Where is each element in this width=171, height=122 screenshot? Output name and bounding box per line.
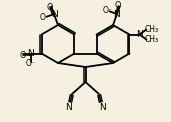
Text: N: N: [136, 30, 143, 39]
Text: O⁻: O⁻: [103, 6, 113, 15]
Text: O⁻: O⁻: [40, 13, 50, 22]
Text: N: N: [51, 10, 57, 19]
Text: N: N: [114, 10, 120, 19]
Text: CH₃: CH₃: [144, 25, 159, 34]
Text: N: N: [99, 102, 105, 112]
Text: O: O: [115, 1, 121, 10]
Text: O⁻: O⁻: [26, 59, 36, 68]
Text: O: O: [19, 51, 26, 60]
Text: N: N: [66, 102, 72, 112]
Text: CH₃: CH₃: [144, 35, 159, 44]
Text: O: O: [46, 3, 52, 12]
Text: N: N: [27, 49, 34, 58]
